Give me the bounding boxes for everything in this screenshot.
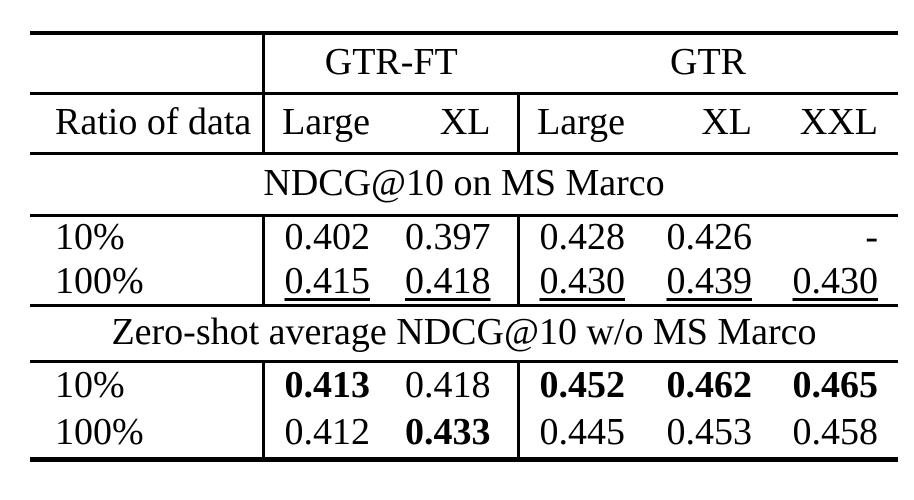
value-cell: 0.415 [263,260,382,305]
group-header-gtr-ft: GTR-FT [324,41,458,84]
value-cell: 0.462 [666,364,753,407]
value-cell: 0.412 [284,411,371,454]
column-header-gtr-xxl: XXL [799,101,879,144]
table-column-header-row: Ratio of data Large XL Large XL XXL [30,93,899,153]
value-cell: 0.453 [666,411,753,454]
column-header-gtr-xl: XL [701,101,752,144]
value-cell: - [865,216,879,259]
section-title-row: NDCG@10 on MS Marco [30,151,899,217]
value-cell: 0.402 [284,216,371,259]
section-title-zero-shot: Zero-shot average NDCG@10 w/o MS Marco [30,303,899,363]
value-cell: 0.397 [382,215,520,260]
row-header-ratio-of-data: Ratio of data [30,93,265,153]
value-cell: 0.433 [382,410,520,459]
value-cell: 0.465 [792,364,879,407]
underlined-value: 0.430 [539,259,626,302]
table-group-header-row: GTR-FT GTR [30,33,899,93]
row-label-100pct: 100% [30,410,265,459]
underlined-value: 0.439 [666,259,753,302]
value-cell: 0.439 [651,260,778,305]
underlined-value: 0.418 [405,259,491,302]
table-row: 100% 0.412 0.433 0.445 0.453 0.458 [30,410,898,459]
section-title-ms-marco: NDCG@10 on MS Marco [30,151,899,217]
value-cell: 0.428 [539,216,626,259]
row-label-100pct: 100% [30,260,265,305]
table-row: 10% 0.413 0.418 0.452 0.462 0.465 [30,361,898,410]
value-cell: 0.426 [666,216,753,259]
value-cell: 0.458 [792,411,879,454]
group-header-gtr: GTR [670,41,746,84]
value-cell: 0.418 [382,259,520,305]
table-row: 10% 0.402 0.397 0.428 0.426 - [30,215,898,260]
underlined-value: 0.415 [284,259,371,302]
value-cell: 0.430 [518,260,651,305]
results-table: GTR-FT GTR Ratio of data Large XL Large … [30,31,899,462]
table-row: 100% 0.415 0.418 0.430 0.439 0.430 [30,260,898,305]
section-title-row: Zero-shot average NDCG@10 w/o MS Marco [30,303,899,363]
row-label-10pct: 10% [30,215,265,260]
underlined-value: 0.430 [792,259,879,302]
column-header-gtrft-xl: XL [382,93,520,153]
value-cell: 0.452 [539,364,626,407]
column-header-gtr-large: Large [537,101,625,144]
value-cell: 0.430 [778,260,898,305]
row-label-10pct: 10% [30,361,265,410]
column-header-gtrft-large: Large [282,101,370,144]
value-cell: 0.418 [382,361,520,410]
value-cell: 0.445 [539,411,626,454]
group-header-spacer [30,33,265,93]
value-cell: 0.413 [284,364,371,407]
